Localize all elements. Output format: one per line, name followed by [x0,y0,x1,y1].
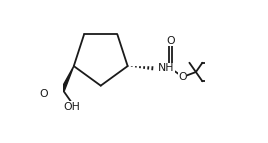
Text: NH: NH [158,63,174,73]
Text: O: O [39,89,48,99]
Text: O: O [178,72,187,82]
Polygon shape [61,66,74,91]
Text: O: O [166,36,175,46]
Text: OH: OH [64,102,80,112]
